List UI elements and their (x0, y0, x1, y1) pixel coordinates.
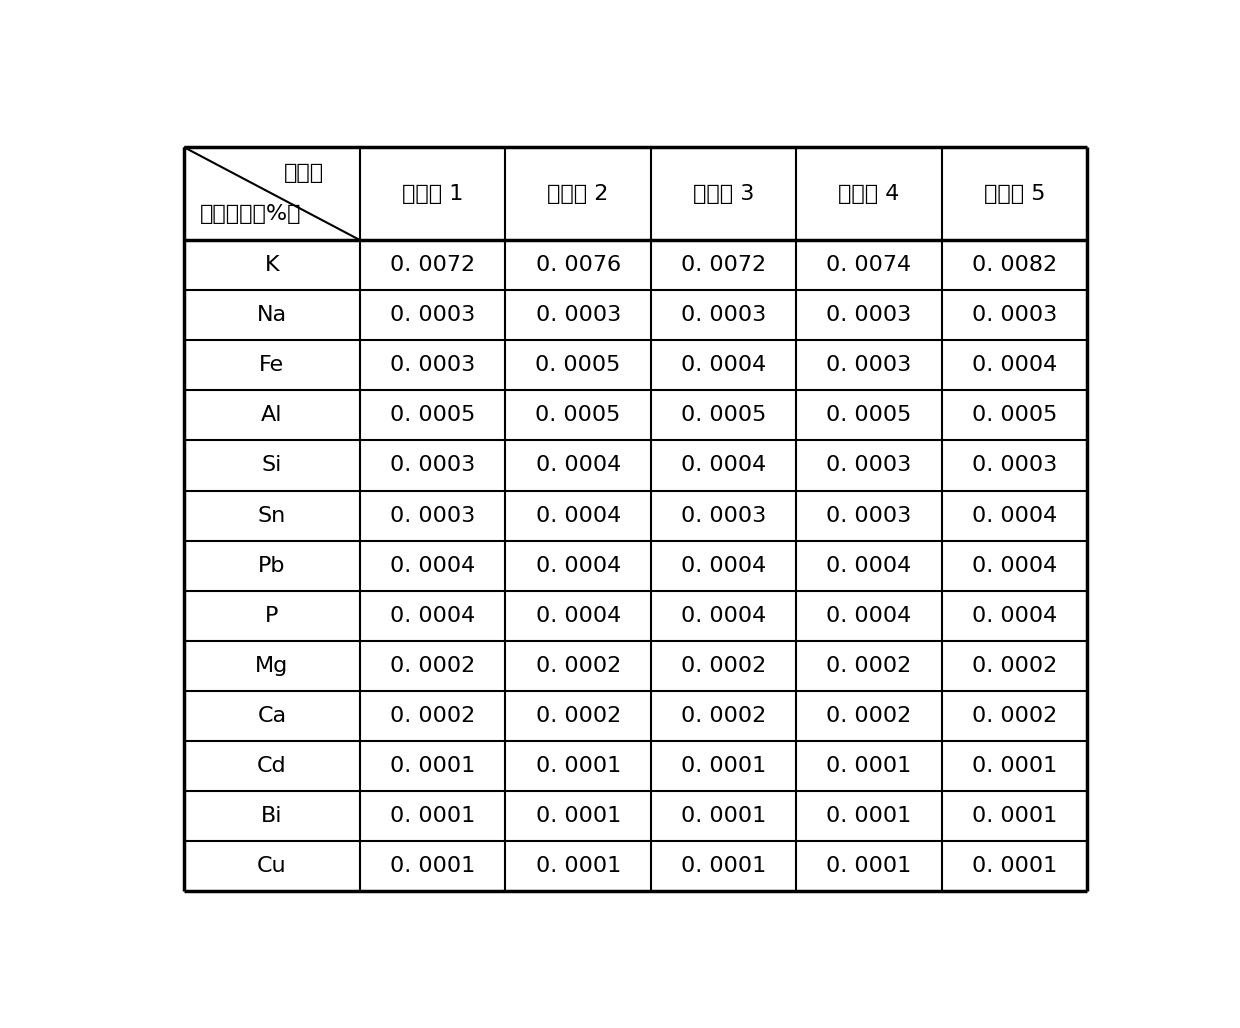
Text: 实施例 2: 实施例 2 (547, 184, 609, 204)
Text: 0. 0004: 0. 0004 (972, 506, 1056, 525)
Text: 0. 0004: 0. 0004 (972, 556, 1056, 576)
Text: Al: Al (262, 405, 283, 426)
Text: 0. 0004: 0. 0004 (681, 356, 766, 375)
Text: 0. 0004: 0. 0004 (972, 356, 1056, 375)
Text: Ca: Ca (258, 706, 286, 726)
Text: 测试组: 测试组 (284, 163, 324, 183)
Text: 0. 0001: 0. 0001 (681, 756, 766, 776)
Text: 实施例 5: 实施例 5 (983, 184, 1045, 204)
Text: 0. 0002: 0. 0002 (826, 706, 911, 726)
Text: 0. 0076: 0. 0076 (536, 255, 621, 276)
Text: 0. 0004: 0. 0004 (826, 556, 911, 576)
Text: 0. 0002: 0. 0002 (681, 706, 766, 726)
Text: 0. 0001: 0. 0001 (391, 806, 475, 827)
Text: 检测项目（%）: 检测项目（%） (200, 205, 301, 224)
Text: 0. 0002: 0. 0002 (972, 656, 1056, 675)
Text: P: P (265, 605, 279, 626)
Text: 0. 0004: 0. 0004 (681, 455, 766, 476)
Text: 0. 0001: 0. 0001 (681, 806, 766, 827)
Text: 0. 0004: 0. 0004 (972, 605, 1056, 626)
Text: 0. 0004: 0. 0004 (826, 605, 911, 626)
Text: 0. 0003: 0. 0003 (826, 356, 911, 375)
Text: 0. 0001: 0. 0001 (826, 856, 911, 876)
Text: 实施例 3: 实施例 3 (693, 184, 754, 204)
Text: 0. 0001: 0. 0001 (536, 806, 621, 827)
Text: Bi: Bi (262, 806, 283, 827)
Text: 0. 0001: 0. 0001 (972, 806, 1056, 827)
Text: Fe: Fe (259, 356, 284, 375)
Text: 0. 0003: 0. 0003 (681, 305, 766, 325)
Text: 0. 0072: 0. 0072 (391, 255, 475, 276)
Text: 0. 0004: 0. 0004 (536, 455, 621, 476)
Text: 0. 0001: 0. 0001 (391, 756, 475, 776)
Text: 0. 0001: 0. 0001 (536, 856, 621, 876)
Text: 0. 0005: 0. 0005 (681, 405, 766, 426)
Text: 0. 0001: 0. 0001 (391, 856, 475, 876)
Text: 0. 0005: 0. 0005 (391, 405, 475, 426)
Text: 0. 0003: 0. 0003 (826, 455, 911, 476)
Text: 0. 0002: 0. 0002 (826, 656, 911, 675)
Text: 0. 0004: 0. 0004 (536, 605, 621, 626)
Text: Cd: Cd (257, 756, 286, 776)
Text: 0. 0003: 0. 0003 (391, 356, 475, 375)
Text: 0. 0001: 0. 0001 (972, 856, 1056, 876)
Text: 0. 0001: 0. 0001 (826, 806, 911, 827)
Text: 0. 0003: 0. 0003 (972, 455, 1056, 476)
Text: Cu: Cu (257, 856, 286, 876)
Text: 0. 0001: 0. 0001 (536, 756, 621, 776)
Text: 实施例 4: 实施例 4 (838, 184, 900, 204)
Text: 0. 0001: 0. 0001 (972, 756, 1056, 776)
Text: Na: Na (257, 305, 286, 325)
Text: 0. 0001: 0. 0001 (681, 856, 766, 876)
Text: 0. 0003: 0. 0003 (391, 506, 475, 525)
Text: Si: Si (262, 455, 281, 476)
Text: 0. 0004: 0. 0004 (681, 605, 766, 626)
Text: 0. 0001: 0. 0001 (826, 756, 911, 776)
Text: Mg: Mg (255, 656, 289, 675)
Text: 0. 0004: 0. 0004 (681, 556, 766, 576)
Text: 0. 0003: 0. 0003 (391, 455, 475, 476)
Text: 0. 0002: 0. 0002 (391, 656, 475, 675)
Text: 0. 0002: 0. 0002 (536, 656, 621, 675)
Text: 0. 0003: 0. 0003 (391, 305, 475, 325)
Text: 0. 0002: 0. 0002 (681, 656, 766, 675)
Text: 0. 0004: 0. 0004 (536, 556, 621, 576)
Text: 0. 0003: 0. 0003 (972, 305, 1056, 325)
Text: 0. 0003: 0. 0003 (681, 506, 766, 525)
Text: 0. 0004: 0. 0004 (536, 506, 621, 525)
Text: 0. 0003: 0. 0003 (536, 305, 621, 325)
Text: 0. 0002: 0. 0002 (972, 706, 1056, 726)
Text: 0. 0082: 0. 0082 (972, 255, 1056, 276)
Text: K: K (264, 255, 279, 276)
Text: 0. 0002: 0. 0002 (536, 706, 621, 726)
Text: 0. 0074: 0. 0074 (826, 255, 911, 276)
Text: 0. 0005: 0. 0005 (536, 356, 621, 375)
Text: 0. 0004: 0. 0004 (391, 605, 475, 626)
Text: 实施例 1: 实施例 1 (402, 184, 464, 204)
Text: 0. 0003: 0. 0003 (826, 305, 911, 325)
Text: 0. 0005: 0. 0005 (972, 405, 1058, 426)
Text: 0. 0072: 0. 0072 (681, 255, 766, 276)
Text: 0. 0002: 0. 0002 (391, 706, 475, 726)
Text: 0. 0005: 0. 0005 (826, 405, 911, 426)
Text: 0. 0003: 0. 0003 (826, 506, 911, 525)
Text: Pb: Pb (258, 556, 285, 576)
Text: 0. 0004: 0. 0004 (391, 556, 475, 576)
Text: 0. 0005: 0. 0005 (536, 405, 621, 426)
Text: Sn: Sn (258, 506, 286, 525)
